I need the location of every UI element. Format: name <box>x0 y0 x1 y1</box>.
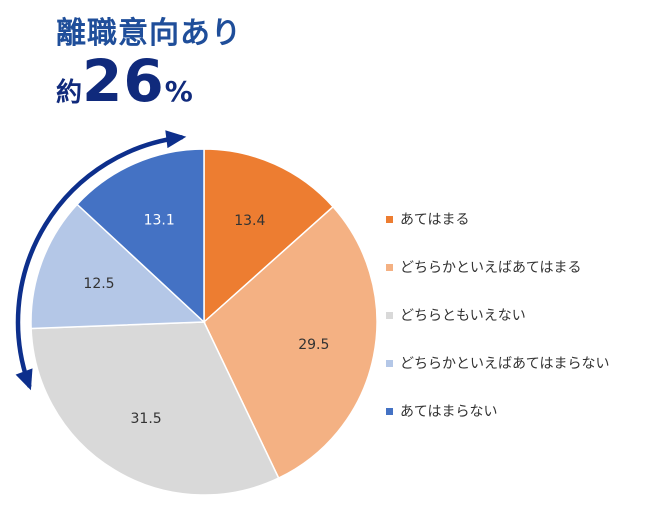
pie-value-labels: 13.4 29.5 31.5 12.5 13.1 <box>83 212 329 427</box>
callout-unit: % <box>164 75 193 108</box>
arrow-head-top-icon <box>165 130 187 149</box>
legend-label: どちらともいえない <box>400 308 526 324</box>
legend-label: あてはまる <box>400 212 470 228</box>
legend-item-5: あてはまらない <box>386 402 609 420</box>
arrow-head-bottom-icon <box>15 368 33 391</box>
legend-item-4: どちらかといえばあてはまらない <box>386 354 609 372</box>
legend-swatch-icon <box>386 407 393 415</box>
legend-swatch-icon <box>386 215 393 223</box>
callout: 約26% <box>56 52 193 110</box>
curved-arrow-icon <box>15 130 187 391</box>
legend-swatch-icon <box>386 359 393 367</box>
legend-label: どちらかといえばあてはまらない <box>400 356 610 372</box>
pie-value-label-5: 13.1 <box>144 212 175 228</box>
pie-slice-2 <box>203 205 378 480</box>
legend-label: あてはまらない <box>400 404 498 420</box>
pie-value-label-4: 12.5 <box>83 276 114 292</box>
pie-value-label-3: 31.5 <box>131 411 162 427</box>
callout-prefix: 約 <box>56 78 83 108</box>
legend-item-3: どちらともいえない <box>386 306 609 324</box>
pie-slice-1 <box>203 148 335 324</box>
legend-swatch-icon <box>386 263 393 271</box>
pie-slice-5 <box>76 148 205 324</box>
pie-value-label-2: 29.5 <box>298 337 329 353</box>
callout-value: 26 <box>82 47 165 115</box>
legend: あてはまるどちらかといえばあてはまる どちらともいえないどちらかといえばあてはまら… <box>386 210 609 450</box>
pie-slices <box>30 148 378 496</box>
legend-label: どちらかといえばあてはまる <box>400 260 582 276</box>
pie-value-label-1: 13.4 <box>234 213 265 229</box>
legend-swatch-icon <box>386 311 393 319</box>
legend-item-1: あてはまる <box>386 210 609 228</box>
pie-slice-3 <box>30 321 280 496</box>
headline: 離職意向あり <box>56 16 242 51</box>
pie-slice-4 <box>30 203 206 330</box>
legend-item-2: どちらかといえばあてはまる <box>386 258 609 276</box>
